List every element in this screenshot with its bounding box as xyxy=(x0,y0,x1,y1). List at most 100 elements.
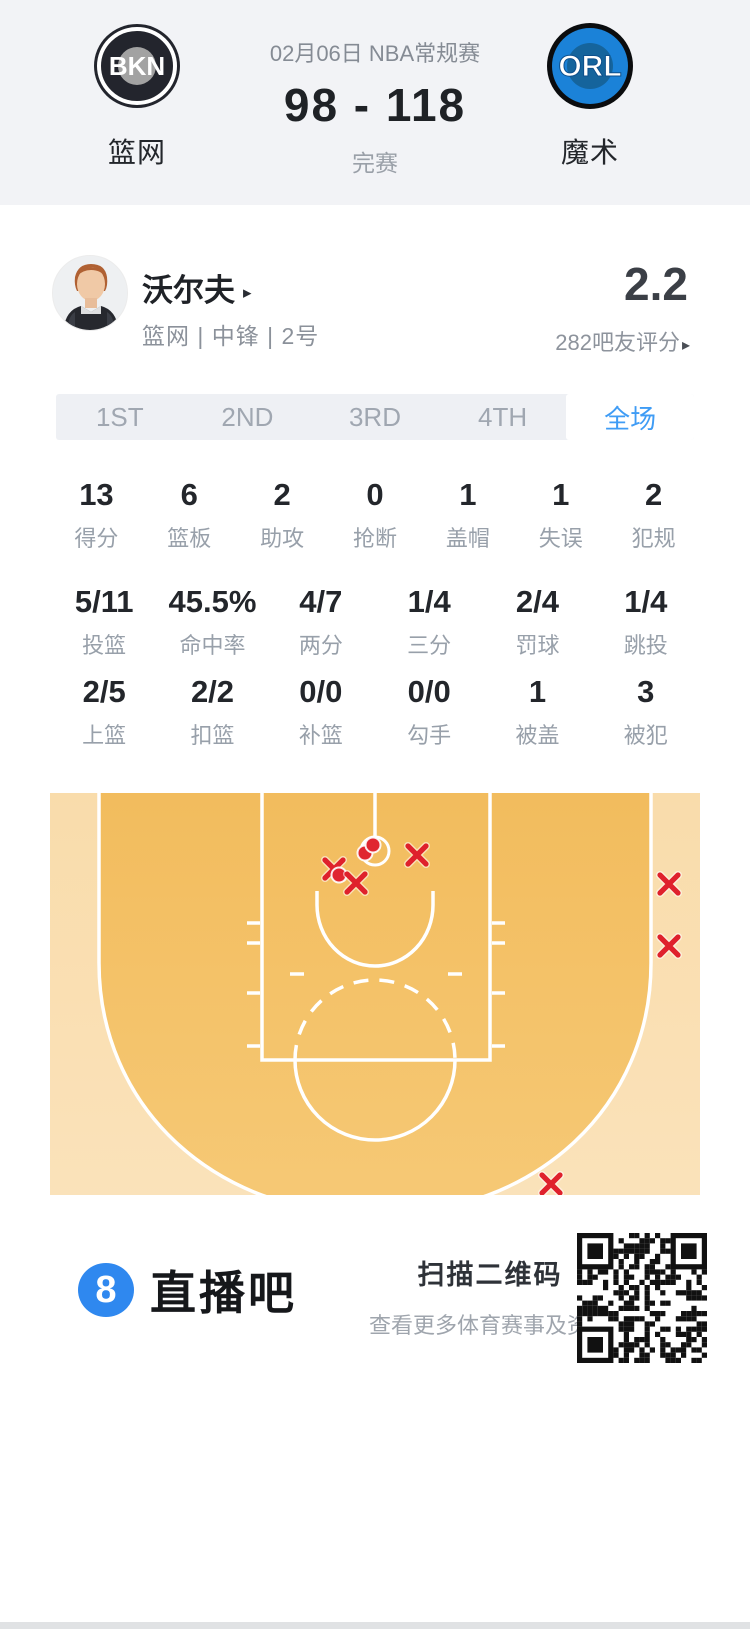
brand-name: 直播吧 xyxy=(150,1267,297,1319)
qr-title: 扫描二维码 xyxy=(417,1260,563,1290)
stat-value: 45.5% xyxy=(168,584,257,619)
free-throw-circle-dashed xyxy=(293,978,457,1061)
stat-cell: 0/0 补篮 xyxy=(267,674,375,750)
stat-value: 2 xyxy=(273,477,291,512)
missed-shot-marker xyxy=(405,843,429,867)
stat-label: 补篮 xyxy=(298,723,343,748)
stat-label: 罚球 xyxy=(515,633,560,658)
stat-cell: 2/4 罚球 xyxy=(483,584,591,660)
stat-value: 4/7 xyxy=(299,584,343,619)
tab-4th[interactable]: 4TH xyxy=(478,401,528,432)
stat-label: 三分 xyxy=(407,633,452,658)
stat-value: 2/2 xyxy=(190,674,235,709)
stat-cell: 1/4 三分 xyxy=(375,584,483,660)
stat-value: 2/5 xyxy=(82,674,126,709)
lane-lines xyxy=(260,793,492,1062)
stat-value: 0/0 xyxy=(299,674,343,709)
svg-text:ORL: ORL xyxy=(558,50,621,83)
bkn-team-logo-icon: BKN xyxy=(94,24,180,108)
home-team-name: 篮网 xyxy=(107,137,166,168)
tab-2nd[interactable]: 2ND xyxy=(221,401,274,432)
stat-cell: 2 助攻 xyxy=(236,477,329,553)
stats-row-main: 13 得分 6 篮板 2 助攻 0 抢断 1 盖帽 1 失误 2 犯规 xyxy=(50,477,700,553)
stat-cell: 1 盖帽 xyxy=(421,477,514,553)
missed-shot-marker xyxy=(344,871,368,895)
stat-value: 2/4 xyxy=(515,584,560,619)
tab-全场[interactable]: 全场 xyxy=(566,394,694,440)
stat-label: 扣篮 xyxy=(190,723,235,748)
stat-label: 得分 xyxy=(74,526,119,551)
stat-cell: 0/0 勾手 xyxy=(375,674,483,750)
home-team[interactable]: BKN 篮网 xyxy=(62,22,212,171)
stat-label: 助攻 xyxy=(260,526,305,551)
stat-label: 被犯 xyxy=(623,723,668,748)
stat-label: 跳投 xyxy=(623,633,668,658)
stat-cell: 13 得分 xyxy=(50,477,143,553)
stat-value: 1/4 xyxy=(624,584,668,619)
stat-label: 抢断 xyxy=(353,526,398,551)
player-rating: 2.2 xyxy=(624,258,688,310)
player-avatar[interactable] xyxy=(52,255,128,331)
missed-shot-marker xyxy=(657,872,681,896)
made-shot-marker xyxy=(364,836,382,854)
chevron-right-icon: ▸ xyxy=(243,283,252,302)
match-center-info: 02月06日 NBA常规赛 98 - 118 完赛 xyxy=(225,0,525,178)
stat-value: 0 xyxy=(366,477,384,512)
app-footer: 8 直播吧 扫描二维码 查看更多体育赛事及资讯 xyxy=(0,1195,750,1424)
match-score: 98 - 118 xyxy=(283,79,467,131)
away-team-name: 魔术 xyxy=(560,137,619,168)
qr-text-block: 扫描二维码 查看更多体育赛事及资讯 xyxy=(360,1253,620,1340)
zhibo8-brand[interactable]: 8 直播吧 xyxy=(78,1257,297,1323)
bottom-edge-strip xyxy=(0,1622,750,1629)
tab-3rd[interactable]: 3RD xyxy=(348,401,401,432)
stat-cell: 5/11 投篮 xyxy=(50,584,158,660)
scoreboard-header: BKN 篮网 02月06日 NBA常规赛 98 - 118 完赛 ORL 魔术 xyxy=(0,0,750,205)
match-date: 02月06日 NBA常规赛 xyxy=(269,41,481,66)
stat-value: 13 xyxy=(79,477,114,512)
lane-hash-marks xyxy=(247,921,505,1048)
stat-cell: 0 抢断 xyxy=(329,477,422,553)
stat-label: 勾手 xyxy=(407,723,452,748)
away-team[interactable]: ORL 魔术 xyxy=(515,22,665,171)
quarter-tabs: 1ST 2ND 3RD 4TH 全场 xyxy=(56,394,694,440)
player-name[interactable]: 沃尔夫 ▸ xyxy=(142,273,252,308)
stat-cell: 3 被犯 xyxy=(592,674,700,750)
stat-value: 0/0 xyxy=(407,674,451,709)
stat-cell: 4/7 两分 xyxy=(267,584,375,660)
match-status: 完赛 xyxy=(352,150,398,176)
stat-label: 犯规 xyxy=(631,526,676,551)
missed-shot-marker xyxy=(539,1172,563,1196)
stat-label: 两分 xyxy=(298,633,343,658)
stats-row-shooting: 5/11 投篮 45.5% 命中率 4/7 两分 1/4 三分 2/4 罚球 1/4 跳投 xyxy=(50,584,700,660)
stat-cell: 2/2 扣篮 xyxy=(158,674,266,750)
stat-cell: 2/5 上篮 xyxy=(50,674,158,750)
player-meta: 篮网 | 中锋 | 2号 xyxy=(142,323,320,349)
stat-label: 上篮 xyxy=(82,723,127,748)
stat-value: 1/4 xyxy=(407,584,451,619)
stat-value: 1 xyxy=(552,477,570,512)
stat-cell: 1/4 跳投 xyxy=(592,584,700,660)
stat-label: 失误 xyxy=(538,526,583,551)
qr-subtitle: 查看更多体育赛事及资讯 xyxy=(368,1313,611,1338)
stat-cell: 2 犯规 xyxy=(607,477,700,553)
stat-value: 1 xyxy=(528,674,547,709)
stat-value: 1 xyxy=(459,477,477,512)
stat-value: 2 xyxy=(644,477,663,512)
stat-label: 盖帽 xyxy=(445,526,490,551)
stat-cell: 1 被盖 xyxy=(483,674,591,750)
missed-shot-marker xyxy=(657,934,681,958)
stat-value: 5/11 xyxy=(74,584,134,619)
chevron-right-icon: ▸ xyxy=(681,337,690,354)
svg-text:BKN: BKN xyxy=(109,51,165,81)
qr-code xyxy=(577,1233,707,1363)
stat-label: 篮板 xyxy=(167,526,212,551)
player-rating-count[interactable]: 282吧友评分 ▸ xyxy=(555,330,690,355)
player-photo-icon xyxy=(53,256,127,330)
tab-1st[interactable]: 1ST xyxy=(95,401,144,432)
stats-row-detail: 2/5 上篮 2/2 扣篮 0/0 补篮 0/0 勾手 1 被盖 3 被犯 xyxy=(50,674,700,750)
stat-value: 3 xyxy=(637,674,655,709)
zhibo8-logo-icon: 8 xyxy=(78,1263,134,1317)
stat-label: 投篮 xyxy=(82,633,127,658)
stat-cell: 6 篮板 xyxy=(143,477,236,553)
